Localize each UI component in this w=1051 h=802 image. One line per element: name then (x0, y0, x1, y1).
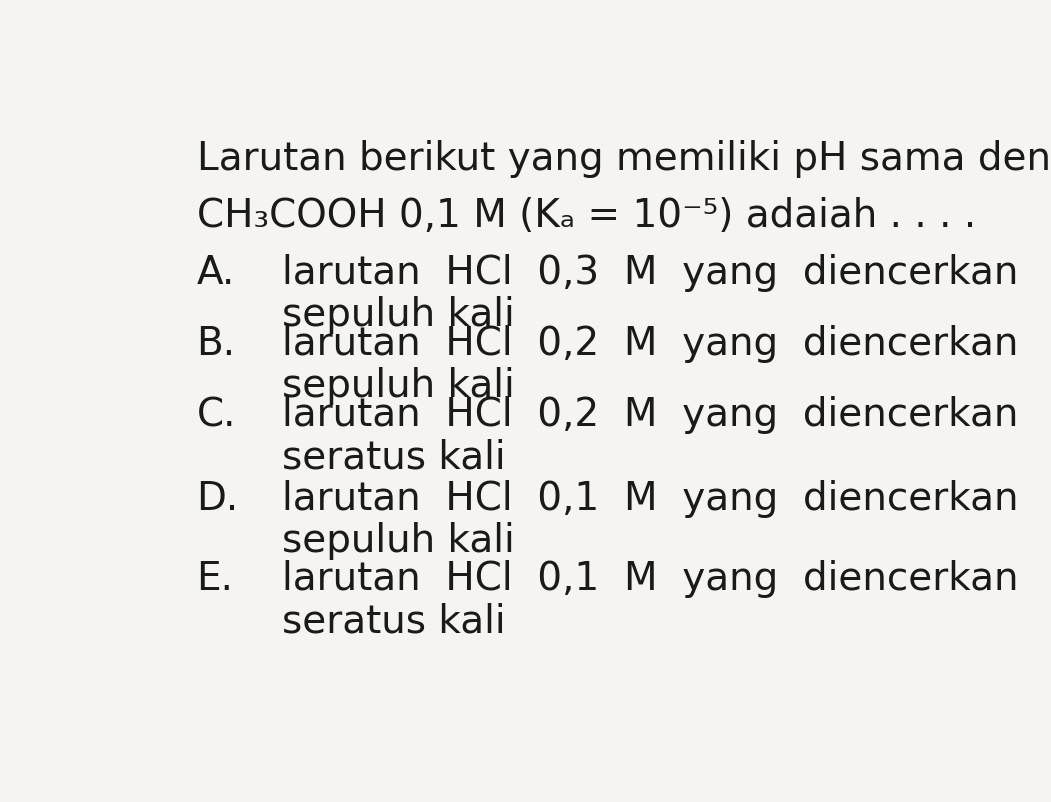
Text: B.: B. (197, 325, 235, 363)
Text: C.: C. (197, 395, 236, 434)
Text: sepuluh kali: sepuluh kali (282, 521, 515, 559)
Text: sepuluh kali: sepuluh kali (282, 296, 515, 334)
Text: A.: A. (197, 253, 235, 292)
Text: D.: D. (197, 479, 239, 517)
Text: larutan  HCl  0,1  M  yang  diencerkan: larutan HCl 0,1 M yang diencerkan (282, 560, 1018, 597)
Text: Larutan berikut yang memiliki pH sama dengan: Larutan berikut yang memiliki pH sama de… (197, 140, 1051, 177)
Text: larutan  HCl  0,2  M  yang  diencerkan: larutan HCl 0,2 M yang diencerkan (282, 325, 1018, 363)
Text: seratus kali: seratus kali (282, 438, 506, 476)
Text: CH₃COOH 0,1 M (Kₐ = 10⁻⁵) adaiah . . . .: CH₃COOH 0,1 M (Kₐ = 10⁻⁵) adaiah . . . . (197, 196, 975, 234)
Text: larutan  HCl  0,2  M  yang  diencerkan: larutan HCl 0,2 M yang diencerkan (282, 395, 1018, 434)
Text: larutan  HCl  0,3  M  yang  diencerkan: larutan HCl 0,3 M yang diencerkan (282, 253, 1018, 292)
Text: seratus kali: seratus kali (282, 602, 506, 639)
Text: E.: E. (197, 560, 233, 597)
Text: larutan  HCl  0,1  M  yang  diencerkan: larutan HCl 0,1 M yang diencerkan (282, 479, 1018, 517)
Text: sepuluh kali: sepuluh kali (282, 367, 515, 405)
